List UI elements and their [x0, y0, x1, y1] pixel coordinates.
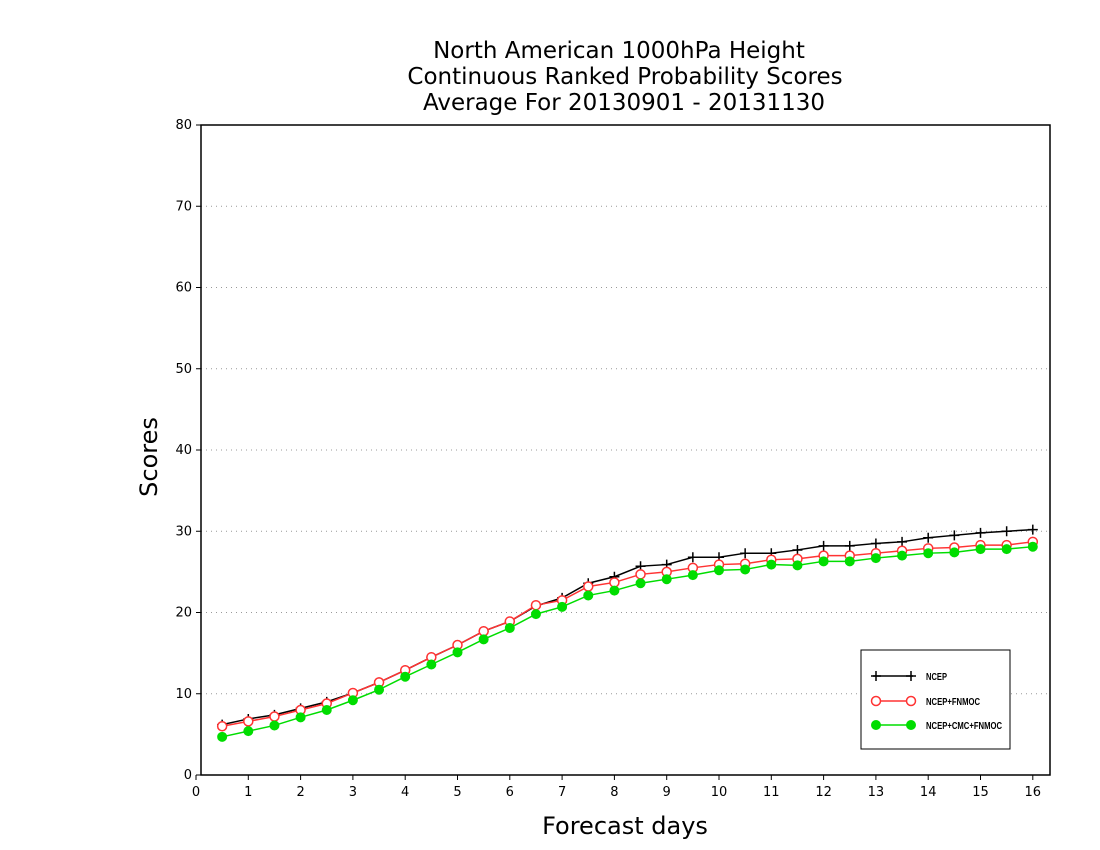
- data-point: [923, 532, 934, 543]
- x-tick-label: 11: [763, 785, 780, 800]
- data-point: [269, 711, 280, 722]
- data-point: [949, 547, 960, 558]
- data-point: [609, 585, 620, 596]
- x-axis-label: Forecast days: [542, 812, 708, 840]
- legend-marker: [871, 720, 881, 730]
- data-point: [1027, 524, 1038, 535]
- y-tick-label: 70: [175, 199, 192, 214]
- data-point: [870, 553, 881, 564]
- legend-marker: [906, 720, 916, 730]
- data-point: [478, 634, 489, 645]
- data-point: [975, 527, 986, 538]
- data-point: [661, 574, 672, 585]
- y-tick-label: 50: [175, 362, 192, 377]
- data-point: [687, 570, 698, 581]
- data-point: [844, 556, 855, 567]
- grid-lines: [201, 205, 1050, 695]
- data-point: [530, 609, 541, 620]
- x-tick-label: 9: [663, 785, 671, 800]
- data-point: [426, 659, 437, 670]
- data-point: [452, 647, 463, 658]
- chart-title-line-2: Continuous Ranked Probability Scores: [407, 64, 842, 90]
- data-point: [949, 530, 960, 541]
- x-tick-label: 5: [453, 785, 461, 800]
- x-tick-label: 16: [1025, 785, 1042, 800]
- y-tick-label: 60: [175, 281, 192, 296]
- y-tick-label: 0: [184, 768, 192, 783]
- legend-marker: [905, 695, 917, 707]
- data-point: [269, 720, 280, 731]
- data-point: [295, 712, 306, 723]
- x-tick-label: 4: [401, 785, 409, 800]
- data-point: [923, 548, 934, 559]
- data-point: [635, 569, 646, 580]
- data-point: [1001, 544, 1012, 555]
- data-point: [583, 590, 594, 601]
- data-point: [321, 705, 332, 715]
- y-axis-label: Scores: [135, 417, 163, 497]
- series-ncep-cmc-fnmoc: [217, 541, 1038, 742]
- data-point: [792, 560, 803, 571]
- data-point: [217, 731, 228, 742]
- x-tick-label: 2: [296, 785, 304, 800]
- legend-label: NCEP+FNMOC: [926, 697, 980, 708]
- y-tick-label: 40: [175, 443, 192, 458]
- y-tick-label: 80: [175, 118, 192, 133]
- legend-label: NCEP+CMC+FNMOC: [926, 721, 1002, 732]
- legend-label: NCEP: [926, 672, 947, 683]
- x-tick-label: 0: [192, 785, 200, 800]
- data-point: [844, 540, 855, 551]
- data-point: [975, 544, 986, 555]
- data-point: [792, 544, 803, 555]
- data-point: [1027, 541, 1038, 552]
- data-point: [740, 564, 751, 575]
- chart-title-line-1: North American 1000hPa Height: [433, 38, 805, 64]
- y-tick-label: 20: [175, 606, 192, 621]
- data-point: [870, 538, 881, 549]
- chart-title-line-3: Average For 20130901 - 20131130: [423, 90, 825, 116]
- y-tick-label: 10: [175, 687, 192, 702]
- data-point: [530, 599, 542, 611]
- x-tick-label: 6: [506, 785, 514, 800]
- legend-box: [860, 649, 1011, 750]
- y-tick-label: 30: [175, 524, 192, 539]
- x-tick-label: 8: [610, 785, 618, 800]
- data-point: [583, 581, 594, 592]
- legend-marker: [906, 671, 916, 681]
- x-tick-label: 3: [349, 785, 357, 800]
- legend-marker: [871, 671, 881, 681]
- data-point: [1001, 526, 1012, 537]
- data-point: [818, 556, 829, 567]
- data-point: [766, 559, 777, 570]
- data-point: [243, 726, 254, 737]
- x-tick-label: 1: [244, 785, 252, 800]
- legend-marker: [870, 695, 882, 707]
- x-tick-label: 13: [868, 785, 885, 800]
- data-point: [740, 548, 751, 559]
- x-tick-label: 12: [815, 785, 832, 800]
- data-point: [687, 552, 698, 563]
- data-point: [897, 536, 908, 547]
- data-point: [216, 721, 228, 732]
- data-point: [504, 622, 515, 633]
- legend: NCEP NCEP+FNMOC NCEP+CMC+FNMOC: [860, 649, 1011, 750]
- data-point: [818, 540, 829, 551]
- data-point: [897, 550, 908, 561]
- x-tick-label: 7: [558, 785, 566, 800]
- data-point: [400, 671, 411, 682]
- x-tick-label: 10: [711, 785, 728, 800]
- x-tick-label: 15: [972, 785, 989, 800]
- data-point: [374, 684, 385, 695]
- plot-frame: [200, 124, 1051, 776]
- data-point: [635, 578, 646, 589]
- data-point: [347, 695, 358, 706]
- data-point: [557, 601, 568, 612]
- x-tick-label: 14: [920, 785, 937, 800]
- data-point: [714, 565, 724, 576]
- series-layer: [216, 524, 1039, 742]
- data-point: [243, 716, 254, 727]
